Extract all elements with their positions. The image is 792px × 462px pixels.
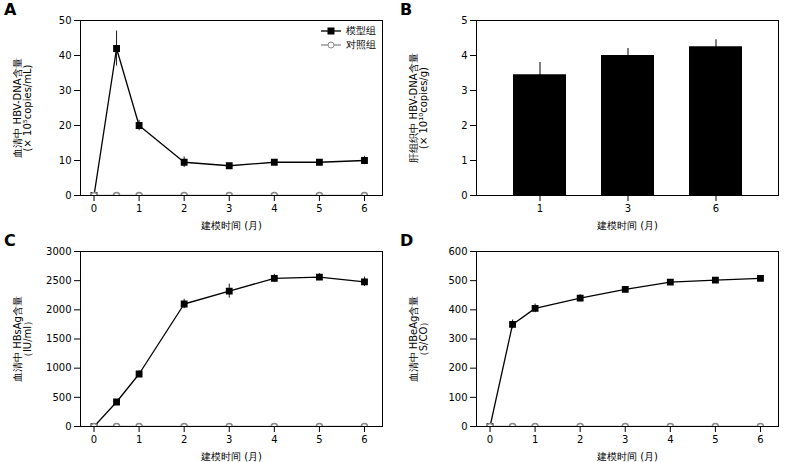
svg-text:4: 4	[461, 50, 467, 61]
svg-text:0: 0	[65, 190, 71, 201]
svg-text:肝组织中 HBV-DNA含量(× 10¹⁰copies/g): 肝组织中 HBV-DNA含量(× 10¹⁰copies/g)	[408, 53, 429, 162]
svg-text:30: 30	[59, 85, 72, 96]
html-text:模型组: 模型组	[346, 25, 376, 36]
svg-text:2000: 2000	[46, 304, 71, 315]
html-text:B: B	[400, 0, 413, 19]
svg-text:400: 400	[448, 304, 467, 315]
svg-text:50: 50	[59, 15, 72, 26]
svg-text:1: 1	[136, 434, 142, 445]
svg-text:2: 2	[181, 203, 187, 214]
svg-text:6: 6	[361, 203, 367, 214]
svg-text:2500: 2500	[46, 275, 71, 286]
svg-text:100: 100	[448, 392, 467, 403]
svg-text:2: 2	[461, 120, 467, 131]
svg-text:5: 5	[712, 434, 718, 445]
svg-text:1: 1	[461, 155, 467, 166]
svg-text:0: 0	[487, 434, 493, 445]
svg-text:4: 4	[667, 434, 673, 445]
svg-text:5: 5	[316, 434, 322, 445]
svg-text:建模时间 (月): 建模时间 (月)	[200, 451, 262, 462]
html-text:D: D	[400, 231, 414, 250]
svg-text:6: 6	[361, 434, 367, 445]
svg-text:40: 40	[59, 50, 72, 61]
html-text:对照组: 对照组	[346, 39, 376, 50]
svg-text:0: 0	[461, 421, 467, 432]
svg-text:0: 0	[65, 421, 71, 432]
svg-text:5: 5	[461, 15, 467, 26]
svg-text:600: 600	[448, 246, 467, 257]
svg-text:建模时间 (月): 建模时间 (月)	[596, 220, 658, 231]
svg-text:建模时间 (月): 建模时间 (月)	[200, 220, 262, 231]
svg-text:0: 0	[461, 190, 467, 201]
svg-text:1000: 1000	[46, 362, 71, 373]
svg-text:300: 300	[448, 333, 467, 344]
svg-text:2: 2	[577, 434, 583, 445]
svg-text:3: 3	[625, 203, 631, 214]
svg-text:6: 6	[713, 203, 719, 214]
svg-text:20: 20	[59, 120, 72, 131]
svg-text:3: 3	[461, 85, 467, 96]
svg-text:1500: 1500	[46, 333, 71, 344]
svg-text:500: 500	[52, 392, 71, 403]
svg-text:1: 1	[136, 203, 142, 214]
svg-text:4: 4	[271, 203, 277, 214]
svg-text:4: 4	[271, 434, 277, 445]
svg-text:5: 5	[316, 203, 322, 214]
svg-text:3: 3	[226, 434, 232, 445]
svg-text:500: 500	[448, 275, 467, 286]
svg-text:3000: 3000	[46, 246, 71, 257]
svg-text:0: 0	[91, 203, 97, 214]
svg-text:血清中 HBeAg含量（S/CO）: 血清中 HBeAg含量（S/CO）	[408, 296, 429, 383]
svg-text:1: 1	[537, 203, 543, 214]
svg-text:6: 6	[757, 434, 763, 445]
svg-text:10: 10	[59, 155, 72, 166]
svg-text:0: 0	[91, 434, 97, 445]
svg-text:1: 1	[532, 434, 538, 445]
html-text:A: A	[4, 0, 17, 19]
svg-text:血清中 HBsAg含量（IU/ml）: 血清中 HBsAg含量（IU/ml）	[12, 296, 33, 382]
svg-text:3: 3	[226, 203, 232, 214]
svg-text:建模时间 (月): 建模时间 (月)	[596, 451, 658, 462]
svg-text:血清中 HBV-DNA含量(× 10⁵copies/mL): 血清中 HBV-DNA含量(× 10⁵copies/mL)	[12, 58, 33, 157]
svg-text:3: 3	[622, 434, 628, 445]
html-text:C: C	[4, 231, 16, 250]
svg-text:200: 200	[448, 362, 467, 373]
svg-text:2: 2	[181, 434, 187, 445]
